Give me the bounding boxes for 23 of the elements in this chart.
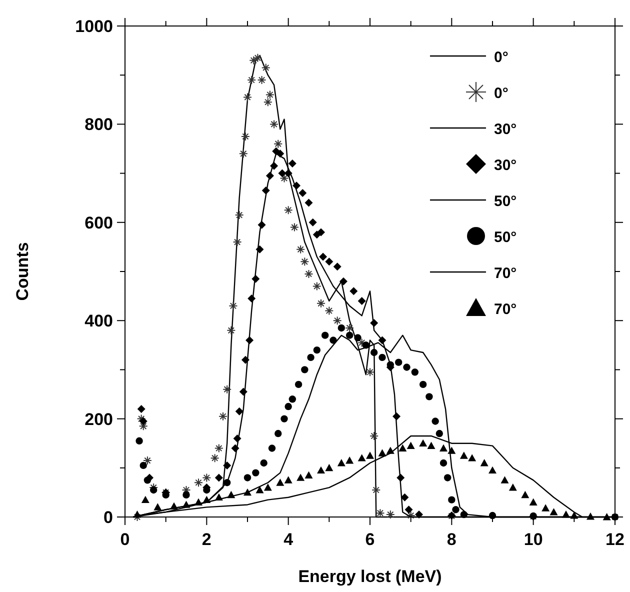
legend-label: 50° <box>494 229 517 246</box>
y-axis-title: Counts <box>13 242 32 301</box>
x-tick-label: 8 <box>446 530 456 549</box>
legend-label: 70° <box>494 265 517 282</box>
y-tick-label: 0 <box>104 508 113 527</box>
y-tick-label: 800 <box>84 115 113 134</box>
x-tick-label: 2 <box>202 530 212 549</box>
x-tick-label: 10 <box>524 530 543 549</box>
x-tick-label: 4 <box>284 530 294 549</box>
legend-label: 0° <box>494 85 508 102</box>
y-tick-label: 400 <box>84 312 113 331</box>
legend-label: 50° <box>494 193 517 210</box>
legend-label: 30° <box>494 121 517 138</box>
x-tick-label: 12 <box>606 530 624 549</box>
legend-label: 70° <box>494 301 517 318</box>
legend-label: 30° <box>494 157 517 174</box>
y-tick-label: 1000 <box>75 17 113 36</box>
x-axis-title: Energy lost (MeV) <box>298 567 442 586</box>
x-tick-label: 6 <box>365 530 375 549</box>
y-tick-label: 600 <box>84 213 113 232</box>
y-tick-label: 200 <box>84 410 113 429</box>
legend-label: 0° <box>494 49 508 66</box>
x-tick-label: 0 <box>120 530 130 549</box>
